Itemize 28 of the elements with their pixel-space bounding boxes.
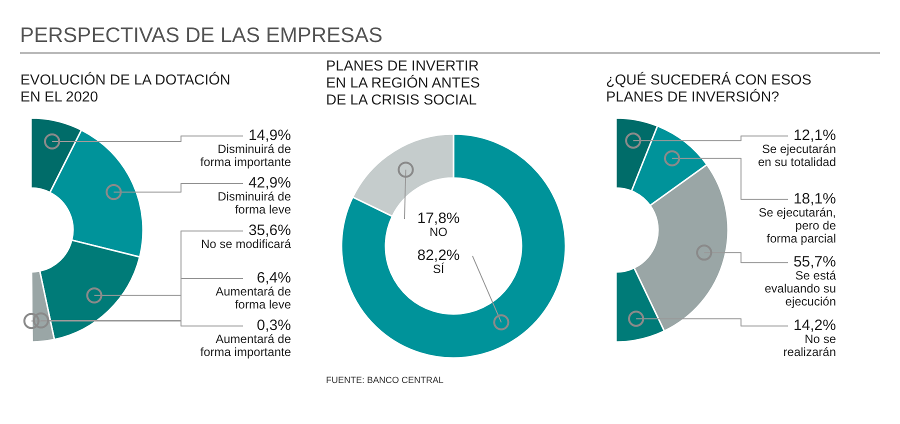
source-note: FUENTE: BANCO CENTRAL — [326, 375, 444, 385]
data-label: 12,1% — [793, 127, 836, 144]
chart-title: EVOLUCIÓN DE LA DOTACIÓN EN EL 2020 — [20, 72, 230, 106]
donut-slice — [340, 133, 566, 359]
slice-label: NO — [430, 225, 448, 239]
data-label: 0,3% — [256, 317, 291, 334]
slice-label: Se ejecutarán, pero de forma parcial — [758, 205, 836, 246]
data-label: 82,2% — [417, 247, 460, 264]
slice-label: SÍ — [432, 262, 445, 276]
slice-label: Se ejecutarán en su totalidad — [758, 142, 836, 169]
data-label: 35,6% — [248, 222, 291, 239]
data-label: 14,2% — [793, 317, 836, 334]
slice-label: Aumentará de forma leve — [216, 284, 292, 312]
data-label: 17,8% — [417, 210, 460, 227]
slice-label: No se modificará — [200, 237, 292, 251]
data-label: 55,7% — [793, 254, 836, 271]
slice-label: No se realizarán — [783, 332, 836, 359]
data-label: 18,1% — [793, 190, 836, 208]
data-label: 6,4% — [256, 270, 291, 286]
slice-label: Se está evaluando su ejecución — [764, 268, 836, 309]
slice-label: Disminuirá de forma importante — [200, 142, 292, 169]
slice-label: Disminuirá de forma leve — [218, 190, 292, 216]
text: PERSPECTIVAS DE LAS EMPRESAS — [20, 24, 880, 54]
data-label: 42,9% — [248, 174, 291, 192]
slice-label: Aumentará de forma importante — [200, 332, 292, 359]
data-label: 14,9% — [248, 127, 291, 144]
chart-title: ¿QUÉ SUCEDERÁ CON ESOS PLANES DE INVERSIÓN? — [606, 72, 812, 106]
chart-title: PLANES DE INVERTIR EN LA REGIÓN ANTES DE LA CRISIS SOCIAL — [326, 58, 480, 108]
